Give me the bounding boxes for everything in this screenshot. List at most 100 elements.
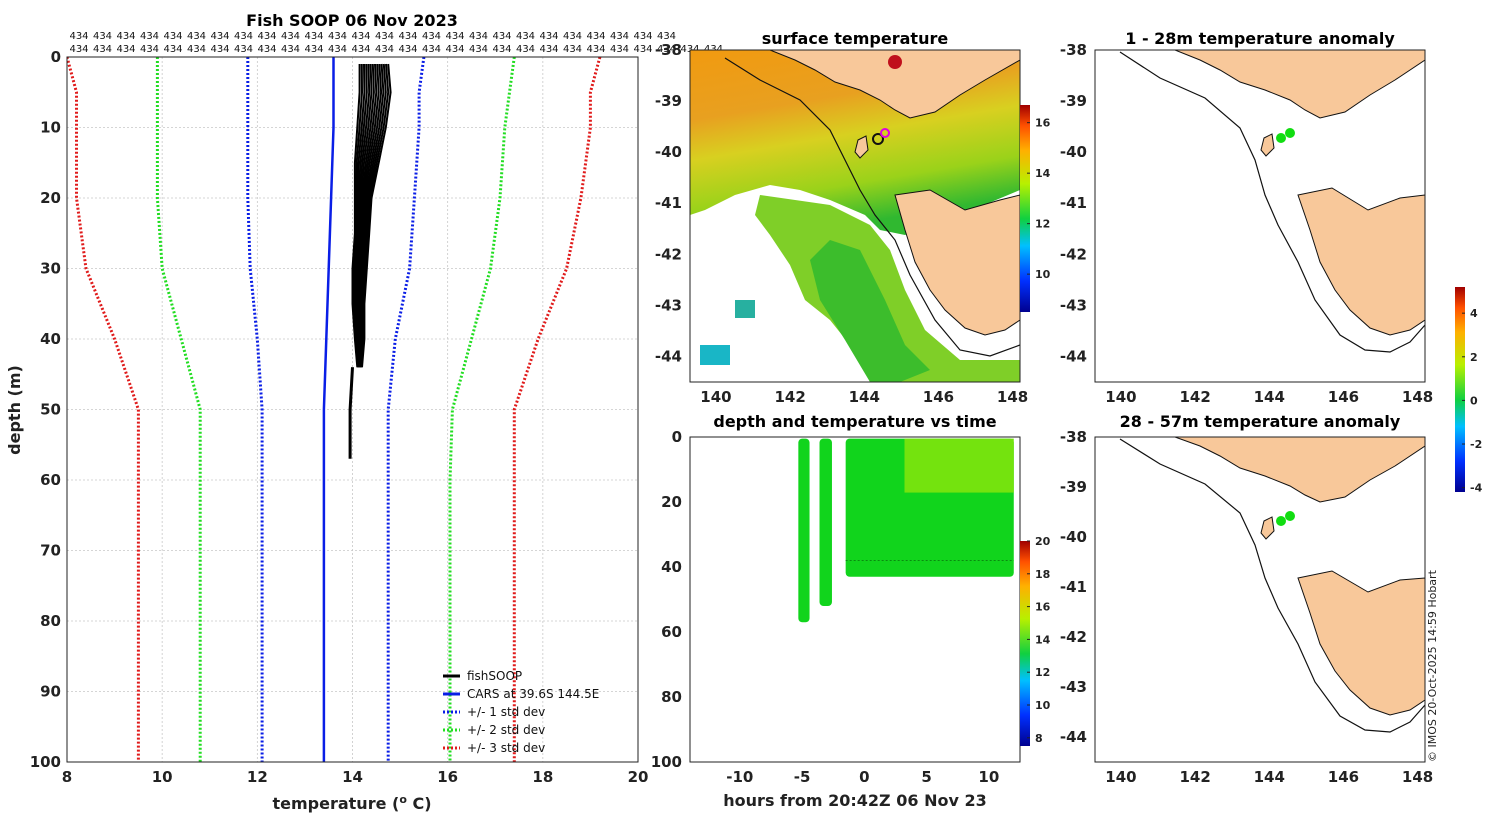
colorbar-tick-label: 12 [1035, 666, 1050, 679]
colorbar-tick-label: 20 [1035, 535, 1051, 548]
profile-count-label: 434 [93, 44, 112, 55]
profile-xtick: 8 [62, 768, 72, 786]
anomaly-upper-point-2 [1276, 133, 1286, 143]
profile-count-label: 434 [281, 31, 300, 42]
sst-map-panel: surface temperature 140 142 144 146 148 -38-… [655, 29, 1051, 406]
profile-count-label: 434 [492, 31, 511, 42]
profile-ylabel: depth (m) [5, 365, 24, 455]
profile-series-line [246, 57, 264, 762]
legend-label-cars: CARS at 39.6S 144.5E [467, 687, 599, 701]
time-depth-ytick: 60 [661, 623, 682, 641]
anomaly-upper-xticks: 140 142 144 146 148 [1105, 388, 1433, 406]
profile-xtick: 12 [247, 768, 268, 786]
colorbar-tick-label: -2 [1470, 438, 1482, 451]
map-ytick: -40 [1060, 143, 1087, 161]
profile-count-label: 434 [304, 44, 323, 55]
time-depth-ytick: 0 [672, 428, 682, 446]
map-ytick: -41 [1060, 578, 1087, 596]
profile-count-label: 434 [586, 31, 605, 42]
map-ytick: -44 [1060, 347, 1087, 365]
anomaly-upper-land-king-island [1260, 133, 1275, 157]
fish-profile-line [361, 63, 392, 368]
profile-count-label: 434 [563, 44, 582, 55]
sst-colorbar [1020, 105, 1030, 312]
map-xtick: 146 [1328, 388, 1359, 406]
profile-count-label: 434 [586, 44, 605, 55]
time-depth-title: depth and temperature vs time [713, 412, 996, 431]
time-depth-colorbar [1020, 541, 1030, 746]
sst-land-victoria [769, 50, 1020, 119]
profile-ytick: 50 [40, 401, 61, 419]
profile-count-label: 434 [210, 31, 229, 42]
profile-xtick: 14 [342, 768, 363, 786]
map-xtick: 148 [997, 388, 1028, 406]
colorbar-tick-label: 10 [1035, 699, 1051, 712]
time-depth-panel: depth and temperature vs time -10 -5 0 5 10 … [651, 412, 1051, 810]
anomaly-lower-map [1095, 437, 1425, 762]
profile-ytick: 40 [40, 330, 61, 348]
anomaly-colorbar-ticks: -4 -2 0 2 4 [1462, 307, 1483, 495]
sst-cool-patch [700, 345, 730, 365]
map-ytick: -40 [1060, 528, 1087, 546]
anomaly-upper-title: 1 - 28m temperature anomaly [1125, 29, 1395, 48]
sst-shelf-line [724, 57, 1020, 357]
map-ytick: -38 [655, 41, 682, 59]
anomaly-upper-yticks: -38 -39 -40 -41 -42 -43 -44 [1060, 41, 1087, 365]
profile-count-label: 434 [633, 31, 652, 42]
profile-count-label: 434 [469, 31, 488, 42]
anomaly-upper-shelf [1119, 51, 1425, 353]
fish-profiles [348, 63, 392, 459]
profile-count-label: 434 [328, 44, 347, 55]
profile-count-labels: 434 434 434 434 434 434 434 434 434 434 434 434 434 4… [69, 31, 723, 55]
profile-count-label: 434 [398, 44, 417, 55]
colorbar-tick-label: 4 [1470, 307, 1478, 320]
profile-ytick: 10 [40, 119, 61, 137]
time-depth-xtick: -5 [794, 768, 811, 786]
sst-fish-marker-2 [880, 128, 890, 138]
map-xtick: 146 [1328, 768, 1359, 786]
profile-count-label: 434 [257, 31, 276, 42]
colorbar-tick-label: 0 [1470, 394, 1478, 407]
time-depth-blocks [798, 438, 1014, 623]
profile-count-label: 434 [492, 44, 511, 55]
map-ytick: -42 [655, 245, 682, 263]
sst-warm-bay [888, 55, 902, 69]
profile-count-label: 434 [116, 44, 135, 55]
anomaly-lower-shelf [1119, 438, 1425, 733]
profile-series-line [155, 57, 202, 762]
time-depth-xticks: -10 -5 0 5 10 [726, 768, 999, 786]
sst-title: surface temperature [762, 29, 949, 48]
anomaly-lower-land-tasmania [1297, 570, 1425, 716]
profile-count-label: 434 [516, 31, 535, 42]
map-ytick: -39 [1060, 478, 1087, 496]
anomaly-upper-land-tasmania [1297, 187, 1425, 336]
map-ytick: -40 [655, 143, 682, 161]
map-ytick: -39 [655, 92, 682, 110]
anomaly-upper-panel: 1 - 28m temperature anomaly 140 142 144 146… [1060, 29, 1433, 406]
profile-count-label: 434 [140, 44, 159, 55]
profile-count-label: 434 [539, 44, 558, 55]
sst-colorbar-ticks: 10 12 14 16 [1027, 117, 1051, 281]
profile-series-line [67, 57, 140, 762]
map-xtick: 140 [1105, 768, 1136, 786]
profile-count-label: 434 [187, 31, 206, 42]
profile-count-label: 434 [187, 44, 206, 55]
colorbar-tick-label: 2 [1470, 351, 1478, 364]
profile-xtick: 20 [628, 768, 649, 786]
profile-count-label: 434 [375, 31, 394, 42]
anomaly-lower-point-1 [1285, 511, 1295, 521]
time-depth-xtick: 10 [978, 768, 999, 786]
profile-xtick: 18 [532, 768, 553, 786]
profile-count-label: 434 [328, 31, 347, 42]
profile-count-label: 434 [69, 31, 88, 42]
map-xtick: 144 [849, 388, 880, 406]
profile-count-label: 434 [116, 31, 135, 42]
colorbar-tick-label: 14 [1035, 633, 1051, 646]
profile-xtick: 10 [152, 768, 173, 786]
profile-count-label: 434 [469, 44, 488, 55]
legend-label-fish: fishSOOP [467, 669, 522, 683]
time-depth-block [819, 438, 832, 606]
profile-yticks: 0 10 20 30 40 50 60 70 80 90 100 [30, 48, 61, 771]
profile-count-label: 434 [375, 44, 394, 55]
profile-title: Fish SOOP 06 Nov 2023 [246, 11, 458, 30]
